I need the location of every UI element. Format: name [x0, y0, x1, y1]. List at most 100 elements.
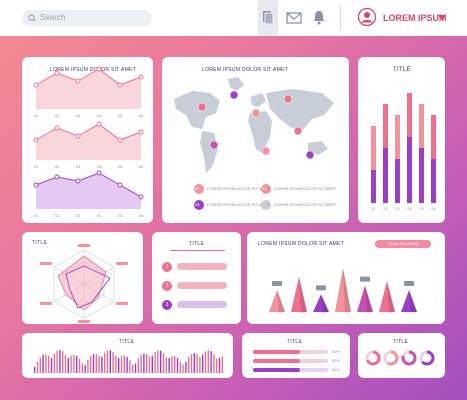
wave-bar — [165, 357, 167, 373]
line-tick-label: 03 — [76, 113, 81, 118]
line-tick-label: 05 — [118, 113, 123, 118]
wave-bar — [53, 353, 55, 373]
line-tick-label: 06 — [139, 113, 144, 118]
wave-bar — [70, 355, 72, 373]
list-item-2-badge: 2 — [162, 281, 172, 291]
wave-bar — [101, 356, 103, 373]
list-item-3-badge: 3 — [162, 300, 172, 310]
bar-tick-label: 05 — [420, 207, 424, 211]
pyramid-shade — [365, 285, 373, 314]
wave-bar — [199, 356, 201, 373]
wave-bar — [45, 354, 47, 373]
world-map — [174, 77, 334, 210]
progress-card: TITLE 62% 62% 62% — [242, 333, 350, 378]
line-point — [33, 182, 39, 188]
legend-num-2: 02 — [262, 186, 267, 191]
pyramid-bar — [379, 281, 395, 312]
list-card: TITLE 1 2 3 — [152, 232, 241, 324]
pyramid-bar — [335, 268, 351, 312]
search-icon — [27, 10, 37, 26]
line-charts-title: LOREM IPSUM DOLOR SIT AMET — [50, 67, 137, 73]
wave-bar — [134, 363, 137, 373]
bell-icon[interactable] — [310, 8, 328, 28]
pyramid-shade — [409, 290, 417, 314]
bar-upper — [431, 115, 436, 159]
line-tick-label: 06 — [139, 164, 144, 169]
line-series-3 — [35, 172, 142, 198]
list-item-2[interactable] — [177, 282, 227, 289]
wave-bar — [202, 354, 204, 373]
line-point — [117, 137, 123, 143]
pyramid-shade — [277, 290, 285, 314]
wave-bar — [218, 357, 221, 373]
bar-upper — [419, 104, 424, 148]
line-point — [117, 82, 123, 88]
line-point — [96, 170, 102, 176]
list-title: TITLE — [189, 241, 205, 247]
search-input[interactable]: Search — [22, 10, 152, 26]
pyramid-shade — [299, 276, 307, 314]
mail-icon[interactable] — [285, 8, 303, 28]
wave-bar — [176, 357, 179, 373]
radar-card: TITLE — [22, 232, 143, 324]
pyramid-shade — [343, 268, 351, 314]
line-tick-label: 05 — [118, 164, 123, 169]
line-tick-label: 01 — [34, 213, 39, 218]
line-area-3 — [36, 173, 141, 209]
search-placeholder: Search — [40, 13, 66, 22]
wave-bar — [216, 358, 218, 373]
world-map-title: LOREM IPSUM DOLOR SIT AMET — [202, 67, 289, 73]
progress-track-3 — [253, 368, 328, 372]
wave-bar — [76, 355, 78, 373]
pyramid-bar — [313, 294, 329, 312]
wave-bar — [193, 353, 195, 373]
line-tick-label: 02 — [55, 113, 60, 118]
wave-bar — [221, 356, 223, 373]
bar-upper — [407, 93, 412, 137]
wave-bar — [148, 356, 151, 373]
line-point — [117, 182, 123, 188]
pyramid-bar — [269, 290, 285, 312]
bar-tick-label: 04 — [408, 207, 412, 211]
wave-bar — [126, 356, 128, 373]
wave-bar — [73, 354, 75, 373]
wave-bar — [78, 358, 81, 373]
wave-bar — [154, 352, 156, 373]
list-item-3[interactable] — [177, 301, 227, 308]
line-area-1 — [36, 69, 141, 109]
bar-chart-plot: 01 02 03 04 05 06 — [371, 93, 436, 211]
wave-bar — [87, 360, 89, 373]
progress-value-3: 62% — [332, 367, 341, 372]
wave-bar — [168, 357, 170, 373]
line-point — [138, 74, 144, 80]
bar-tick-label: 06 — [432, 207, 436, 211]
wave-bar — [179, 361, 181, 373]
wave-title: TITLE — [119, 339, 135, 345]
wave-bar — [137, 358, 139, 373]
documents-icon[interactable] — [259, 8, 277, 28]
line-series-1 — [35, 68, 142, 86]
user-avatar-icon[interactable] — [357, 7, 377, 27]
wave-bar — [109, 350, 111, 373]
line-point — [54, 125, 60, 131]
radar-chart — [40, 244, 128, 323]
chevron-down-icon[interactable] — [438, 15, 446, 20]
pyramid-title: LOREM IPSUM DOLOR SIT AMET — [258, 241, 345, 247]
line-tick-label: 03 — [76, 213, 81, 218]
line-tick-label: 06 — [139, 213, 144, 218]
wave-bar — [92, 354, 95, 373]
wave-bar — [67, 358, 69, 373]
progress-title: TITLE — [287, 339, 303, 345]
wave-bar — [112, 352, 114, 373]
total-balance-badge[interactable]: TOTAL BALANCE — [375, 240, 431, 248]
bar-chart-title: TITLE — [393, 67, 411, 73]
user-name-menu[interactable]: LOREM IPSUM — [383, 13, 447, 23]
wave-bar — [84, 365, 86, 373]
wave-bar — [143, 353, 145, 373]
pyramid-chart — [269, 268, 417, 314]
list-item-1[interactable] — [177, 263, 227, 270]
pyramid-bar — [291, 276, 307, 312]
bar-lower — [431, 159, 436, 203]
wave-bar — [207, 350, 209, 373]
legend-text-2: LOREM IPSUM DOLOR SIT AMET — [274, 186, 337, 191]
